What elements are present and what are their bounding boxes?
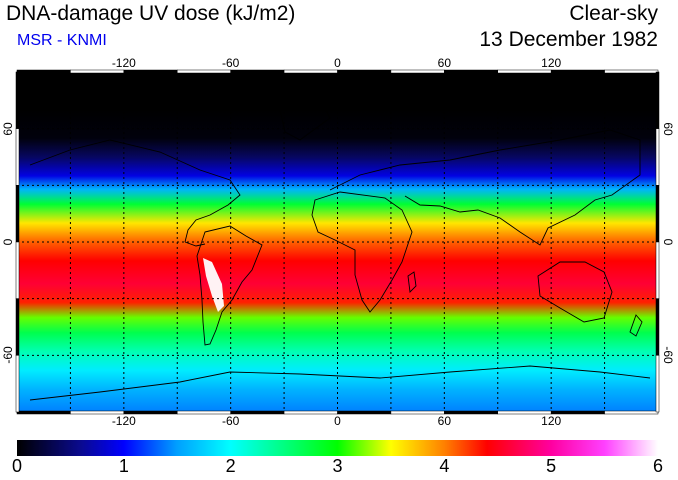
coast-central-america (184, 241, 206, 247)
coast-north-america (29, 139, 241, 243)
sky-condition-label: Clear-sky (569, 2, 658, 25)
frame-bar-lon (337, 69, 392, 74)
frame-bar-lon (444, 410, 499, 415)
coast-eurasia (329, 129, 641, 246)
colorbar-tick-label: 2 (225, 456, 236, 476)
frame-bar-lat (15, 298, 20, 356)
lon-tick-bottom: -60 (221, 414, 240, 428)
colorbar-tick-label: 3 (332, 456, 343, 476)
coast-australia (537, 261, 613, 323)
frame-bar-lat (15, 355, 20, 413)
frame-bar-lon (123, 69, 178, 74)
frame-bar-lon (604, 410, 659, 415)
frame-bar-lon (337, 410, 392, 415)
frame-bar-lat (655, 298, 660, 356)
colorbar-tick-label: 5 (546, 456, 557, 476)
colorbar-tick-label: 4 (439, 456, 450, 476)
frame-bar-lon (230, 69, 285, 74)
frame-bar-lon (497, 69, 552, 74)
frame-bar-lon (16, 410, 71, 415)
coast-madagascar (407, 271, 417, 293)
lat-tick-right: 0 (661, 238, 675, 246)
lon-tick-bottom: 0 (334, 414, 341, 428)
coast-antarctica (29, 365, 651, 401)
frame-bar-lon (550, 69, 605, 74)
lat-tick-right: 60 (661, 121, 675, 136)
graticule (17, 72, 658, 412)
colorbar-tick-label: 6 (652, 456, 664, 476)
frame-bar-lon (604, 69, 659, 74)
colorbar (17, 440, 658, 456)
frame-bar-lon (283, 410, 338, 415)
lon-tick-top: 120 (541, 56, 562, 70)
lon-tick-bottom: -120 (111, 414, 136, 428)
coast-new-zealand (629, 314, 643, 337)
frame-bar-lat (15, 71, 20, 129)
lat-tick-left: -60 (1, 346, 15, 364)
lat-tick-left: 0 (1, 238, 15, 246)
frame-bar-lat (655, 355, 660, 413)
frame-bar-lat (15, 185, 20, 243)
lon-tick-top: -120 (111, 56, 136, 70)
coast-africa (311, 191, 413, 313)
frame-bar-lat (15, 241, 20, 299)
frame-bar-lat (655, 241, 660, 299)
frame-bar-lat (15, 128, 20, 186)
lat-tick-right: -60 (661, 346, 675, 364)
frame-bar-lon (16, 69, 71, 74)
coastlines (29, 99, 651, 401)
date-label: 13 December 1982 (479, 28, 658, 51)
lon-tick-top: 60 (437, 56, 452, 70)
colorbar-tick-label: 0 (11, 456, 23, 476)
frame-bar-lon (70, 69, 125, 74)
lon-tick-top: 0 (334, 56, 341, 70)
lat-tick-left: 60 (1, 121, 15, 136)
frame-bar-lon (444, 69, 499, 74)
frame-bar-lon (283, 69, 338, 74)
credit-label: MSR - KNMI (17, 32, 107, 49)
frame-bar-lon (390, 69, 445, 74)
colorbar-tick-label: 1 (118, 456, 129, 476)
frame-bar-lat (655, 128, 660, 186)
lon-tick-top: -60 (221, 56, 240, 70)
coast-south-america (196, 225, 263, 346)
frame-bar-lat (655, 185, 660, 243)
frame-bar-lat (655, 71, 660, 129)
frame-bar-lon (390, 410, 445, 415)
frame-bar-lon (177, 69, 231, 74)
lon-tick-bottom: 120 (541, 414, 562, 428)
map-title: DNA-damage UV dose (kJ/m2) (6, 2, 296, 25)
frame-bars (15, 69, 660, 415)
lon-tick-bottom: 60 (437, 414, 452, 428)
